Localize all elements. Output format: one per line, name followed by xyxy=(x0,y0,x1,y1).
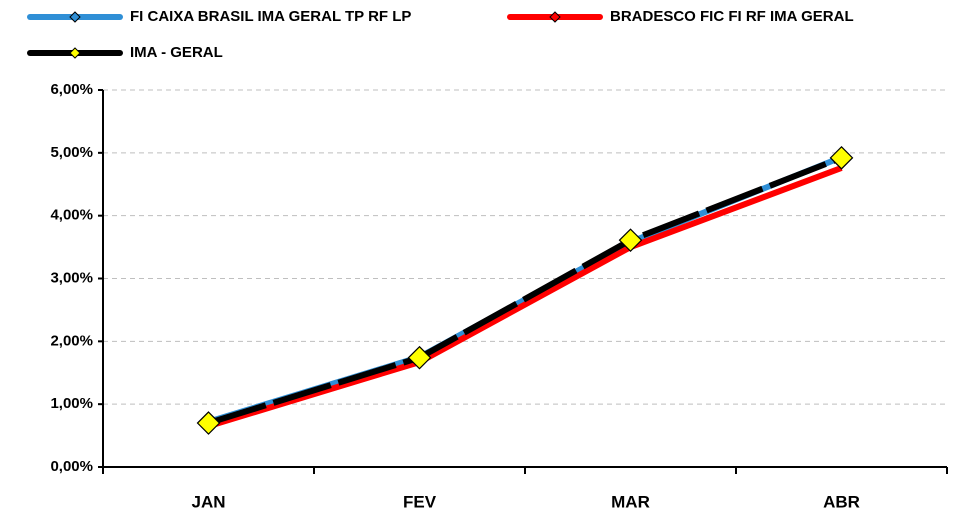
point-marker xyxy=(829,146,854,170)
legend-label: BRADESCO FIC FI RF IMA GERAL xyxy=(610,8,854,25)
legend-label: IMA - GERAL xyxy=(130,44,223,61)
y-tick-label: 4,00% xyxy=(50,207,93,224)
y-tick-label: 0,00% xyxy=(50,458,93,475)
legend-marker xyxy=(69,11,81,23)
x-tick-label: FEV xyxy=(403,492,437,511)
legend-marker xyxy=(549,11,561,23)
legend-label: FI CAIXA BRASIL IMA GERAL TP RF LP xyxy=(130,8,411,25)
y-tick-label: 1,00% xyxy=(50,395,93,412)
series-line xyxy=(207,165,843,430)
y-tick-label: 6,00% xyxy=(50,81,93,98)
x-tick-label: ABR xyxy=(823,492,860,511)
x-tick-label: JAN xyxy=(191,492,225,511)
y-tick-label: 5,00% xyxy=(50,144,93,161)
point-marker xyxy=(407,345,432,370)
point-marker xyxy=(618,228,643,253)
x-tick-label: MAR xyxy=(611,492,650,511)
y-tick-label: 3,00% xyxy=(50,269,93,286)
legend-marker xyxy=(69,47,81,59)
series-line xyxy=(207,155,843,426)
y-tick-label: 2,00% xyxy=(50,332,93,349)
point-marker xyxy=(196,411,221,435)
